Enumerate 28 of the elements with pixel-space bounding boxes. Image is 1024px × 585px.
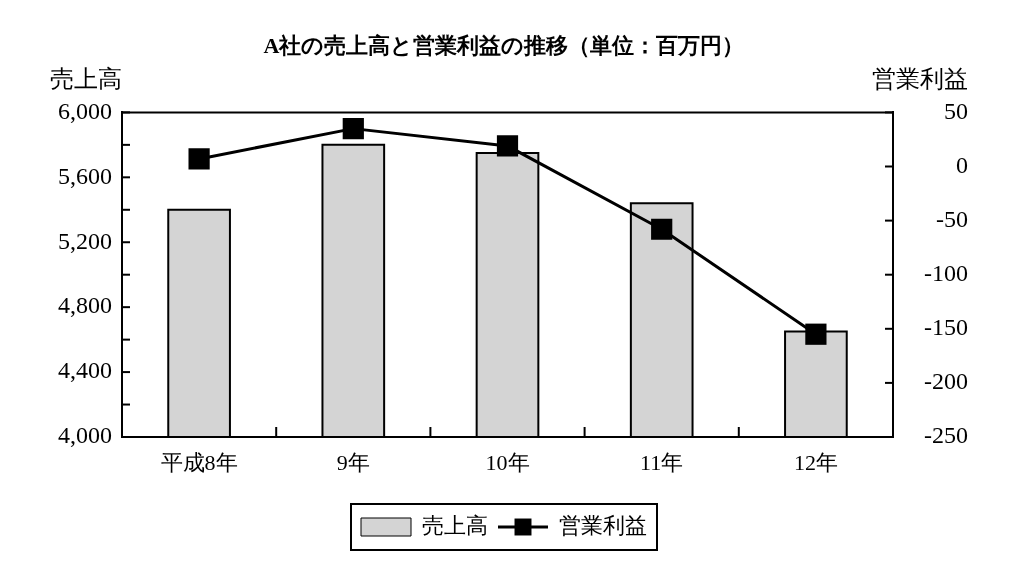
point [342, 118, 364, 140]
y-tick-label: 5,600 [58, 162, 112, 189]
y2-tick-label: -250 [924, 422, 968, 449]
y2-tick-label: 0 [956, 151, 968, 178]
y2-axis-title: 営業利益 [872, 65, 968, 92]
x-tick-label: 10年 [485, 449, 530, 475]
y-tick-label: 4,400 [58, 357, 112, 384]
y-tick-label: 4,800 [58, 292, 112, 319]
point [805, 323, 827, 345]
legend-label: 売上高 [422, 512, 488, 538]
x-tick-label: 平成8年 [160, 449, 238, 475]
y-tick-label: 4,000 [58, 422, 112, 449]
y-tick-label: 6,000 [58, 97, 112, 124]
chart-title: A社の売上高と営業利益の推移（単位：百万円） [263, 32, 745, 58]
point [496, 135, 519, 157]
y2-tick-label: -100 [924, 260, 968, 286]
x-tick-label: 11年 [640, 449, 684, 475]
point [651, 218, 673, 240]
y2-tick-label: -150 [924, 314, 968, 341]
legend-label: 営業利益 [559, 512, 647, 538]
y2-tick-label: -200 [924, 368, 968, 395]
y2-tick-label: -50 [936, 205, 968, 232]
y-axis-title: 売上高 [50, 65, 122, 92]
y-tick-label: 5,200 [58, 227, 112, 254]
x-tick-label: 9年 [336, 449, 370, 475]
point [188, 148, 210, 170]
y2-tick-label: 50 [944, 97, 968, 124]
x-tick-label: 12年 [793, 449, 838, 475]
